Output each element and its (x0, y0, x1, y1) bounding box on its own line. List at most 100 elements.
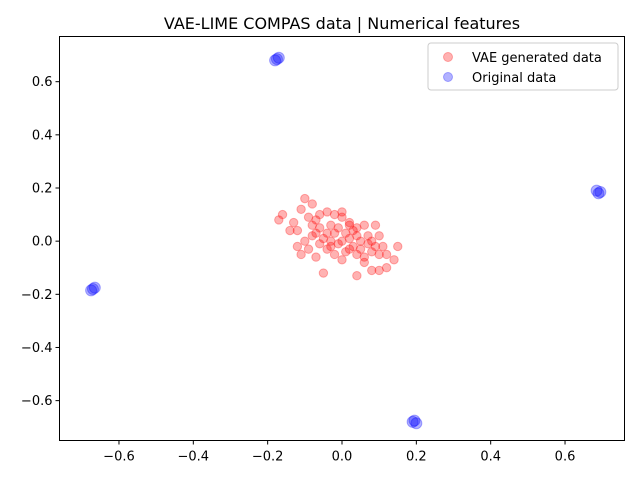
vae-point-7 (285, 225, 295, 236)
vae-point-45 (348, 241, 358, 252)
original-point-10 (408, 414, 421, 427)
vae-point-64 (374, 249, 384, 260)
vae-point-34 (314, 223, 325, 233)
vae-point-49 (355, 244, 366, 254)
vae-point-46 (348, 225, 358, 236)
vae-point-11 (311, 215, 321, 225)
vae-point-26 (381, 263, 392, 273)
vae-point-55 (329, 249, 340, 260)
vae-point-28 (367, 265, 377, 276)
vae-point-61 (337, 255, 347, 265)
vae-point-56 (326, 241, 336, 252)
vae-point-5 (288, 217, 299, 228)
vae-point-1 (277, 209, 288, 220)
y-axis: −0.6 −0.4 −0.2 0.0 0.2 0.4 0.6 (21, 75, 60, 409)
vae-point-22 (378, 241, 388, 252)
vae-point-18 (352, 223, 362, 233)
vae-point-35 (318, 233, 329, 244)
original-point-11 (410, 417, 423, 430)
vae-point-16 (337, 212, 347, 222)
original-point-6 (86, 283, 99, 295)
vae-point-33 (307, 231, 317, 241)
vae-point-50 (359, 252, 370, 262)
original-point-4 (594, 185, 607, 198)
original-point-3 (592, 187, 605, 200)
vae-point-66 (344, 244, 355, 254)
x-axis: −0.6 −0.4 −0.2 0.0 0.2 0.4 0.6 (103, 440, 576, 465)
chart-title: VAE-LIME COMPAS data | Numerical feature… (164, 14, 520, 33)
vae-point-23 (381, 249, 392, 260)
vae-point-40 (333, 223, 343, 233)
vae-point-8 (296, 249, 306, 260)
vae-point-4 (307, 199, 317, 209)
vae-point-59 (311, 228, 321, 238)
vae-point-25 (393, 241, 403, 252)
vae-point-57 (322, 228, 332, 238)
vae-point-9 (292, 241, 303, 252)
vae-point-0 (274, 215, 284, 225)
vae-point-43 (341, 228, 351, 238)
vae-point-3 (296, 204, 306, 214)
vae-point-41 (337, 236, 347, 246)
vae-point-31 (311, 252, 321, 262)
legend-label-vae: VAE generated data (472, 51, 602, 66)
vae-point-67 (326, 236, 336, 246)
legend-label-original: Original data (472, 71, 556, 86)
original-point-5 (590, 184, 603, 197)
vae-point-24 (389, 255, 399, 265)
y-tick-label-0: −0.6 (21, 394, 53, 409)
vae-point-47 (352, 249, 362, 260)
vae-point-27 (374, 265, 384, 276)
vae-point-52 (363, 231, 373, 241)
vae-point-60 (344, 220, 355, 230)
vae-point-15 (337, 207, 347, 217)
x-tick-label-4: 0.2 (406, 450, 427, 465)
vae-point-29 (352, 271, 362, 281)
vae-point-12 (314, 209, 325, 220)
y-tick-label-3: 0.0 (32, 235, 53, 250)
vae-point-53 (367, 247, 377, 257)
vae-point-10 (303, 212, 314, 222)
vae-point-69 (367, 236, 377, 246)
vae-point-63 (300, 236, 310, 246)
vae-point-68 (352, 231, 362, 241)
vae-point-38 (329, 228, 340, 238)
vae-point-39 (333, 239, 343, 249)
vae-point-19 (359, 220, 370, 230)
x-tick-label-1: −0.4 (178, 450, 210, 465)
legend: VAE generated data Original data (427, 42, 619, 91)
vae-point-6 (292, 225, 303, 236)
y-tick-label-1: −0.4 (21, 341, 53, 356)
legend-marker-original (443, 72, 453, 82)
x-tick-label-0: −0.6 (103, 450, 135, 465)
vae-point-37 (326, 220, 336, 230)
vae-point-32 (303, 244, 314, 254)
vae-point-14 (329, 209, 340, 220)
original-point-8 (88, 281, 101, 294)
vae-point-48 (355, 236, 366, 246)
vae-point-58 (314, 239, 325, 249)
original-point-9 (406, 415, 419, 428)
x-tick-label-6: 0.6 (555, 450, 576, 465)
y-tick-label-5: 0.4 (32, 128, 53, 143)
y-tick-label-4: 0.2 (32, 182, 53, 197)
y-tick-label-2: −0.2 (21, 288, 53, 303)
vae-point-51 (363, 239, 373, 249)
original-point-7 (85, 284, 98, 297)
vae-point-65 (307, 220, 317, 230)
x-tick-label-2: −0.2 (252, 450, 284, 465)
legend-marker-vae (443, 52, 453, 62)
x-tick-label-5: 0.4 (480, 450, 501, 465)
y-tick-label-6: 0.6 (32, 75, 53, 90)
original-point-1 (272, 51, 285, 64)
original-point-0 (269, 54, 282, 67)
vae-point-17 (344, 217, 355, 228)
vae-point-54 (370, 241, 381, 252)
vae-point-62 (359, 257, 370, 268)
vae-point-20 (370, 220, 381, 230)
vae-point-13 (322, 207, 332, 217)
vae-point-30 (318, 268, 329, 278)
vae-point-42 (341, 247, 351, 257)
vae-point-36 (322, 244, 332, 254)
